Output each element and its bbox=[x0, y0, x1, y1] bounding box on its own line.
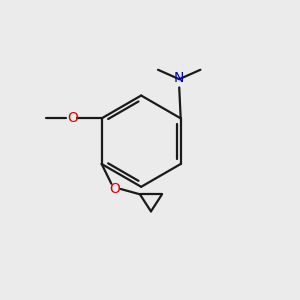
Text: O: O bbox=[110, 182, 120, 196]
Text: O: O bbox=[67, 111, 78, 125]
Text: N: N bbox=[174, 71, 184, 85]
